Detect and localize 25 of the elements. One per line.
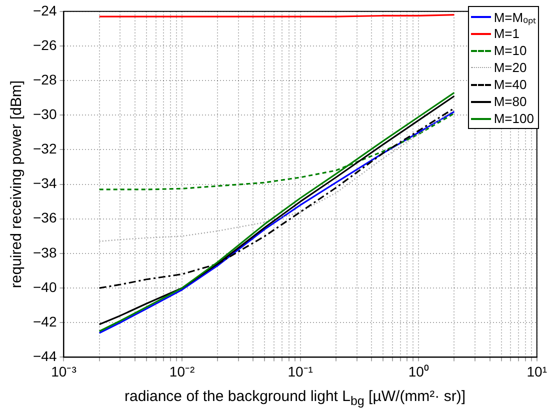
y-tick-label: −30 xyxy=(33,106,57,122)
legend-label: M=10 xyxy=(494,43,527,58)
legend-label: M=1 xyxy=(494,26,520,41)
legend-label: M=Mₒₚₜ xyxy=(494,8,536,26)
x-tick-label: 10¹ xyxy=(526,363,548,380)
y-tick-label: −28 xyxy=(33,71,57,88)
y-tick-label: −36 xyxy=(33,210,57,226)
x-tick-label: 10⁰ xyxy=(408,363,429,380)
y-tick-label: −26 xyxy=(33,36,57,53)
legend-label: M=80 xyxy=(494,94,527,109)
legend-label: M=40 xyxy=(494,77,527,92)
x-axis-title: radiance of the background light L$_{bg}$ [µW/(mm²· sr)] xyxy=(123,388,466,408)
y-tick-label: −34 xyxy=(33,175,57,192)
y-tick-label: −38 xyxy=(33,244,57,260)
x-tick-label: 10⁻¹ xyxy=(288,363,314,380)
y-tick-label: −40 xyxy=(33,278,57,295)
y-tick-label: −44 xyxy=(33,348,57,364)
x-tick-label: 10⁻³ xyxy=(51,363,77,380)
y-tick-label: −24 xyxy=(33,2,57,18)
legend-label: M=100 xyxy=(494,111,534,126)
x-tick-label: 10⁻² xyxy=(169,363,195,380)
legend-label: M=20 xyxy=(494,60,527,75)
y-tick-label: −42 xyxy=(33,313,57,330)
y-axis-title: required receiving power [dBm] xyxy=(8,80,26,288)
y-tick-label: −32 xyxy=(33,140,57,157)
